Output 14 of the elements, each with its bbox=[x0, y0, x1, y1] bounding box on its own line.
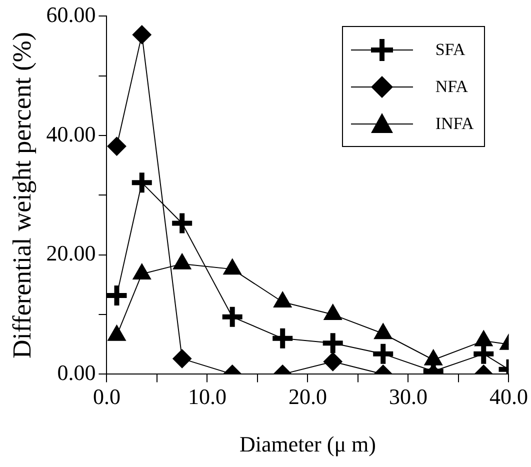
x-axis-title: Diameter (μ m) bbox=[240, 432, 376, 457]
y-tick-label: 0.00 bbox=[57, 360, 96, 385]
y-tick-label: 20.00 bbox=[46, 240, 96, 266]
y-tick-label: 60.00 bbox=[46, 2, 96, 27]
x-tick-label: 20.0 bbox=[288, 384, 327, 410]
y-tick-label: 40.00 bbox=[46, 121, 96, 146]
y-axis-title: Differential weight percent (%) bbox=[7, 32, 36, 358]
x-tick-label: 10.0 bbox=[188, 384, 226, 410]
x-tick-label: 40.0 bbox=[490, 384, 528, 410]
x-tick-label: 30.0 bbox=[388, 384, 428, 410]
legend-label: SFA bbox=[435, 40, 466, 60]
x-tick-label: 0.0 bbox=[92, 384, 120, 410]
legend-label: NFA bbox=[435, 76, 468, 97]
legend-label: INFA bbox=[435, 114, 474, 134]
